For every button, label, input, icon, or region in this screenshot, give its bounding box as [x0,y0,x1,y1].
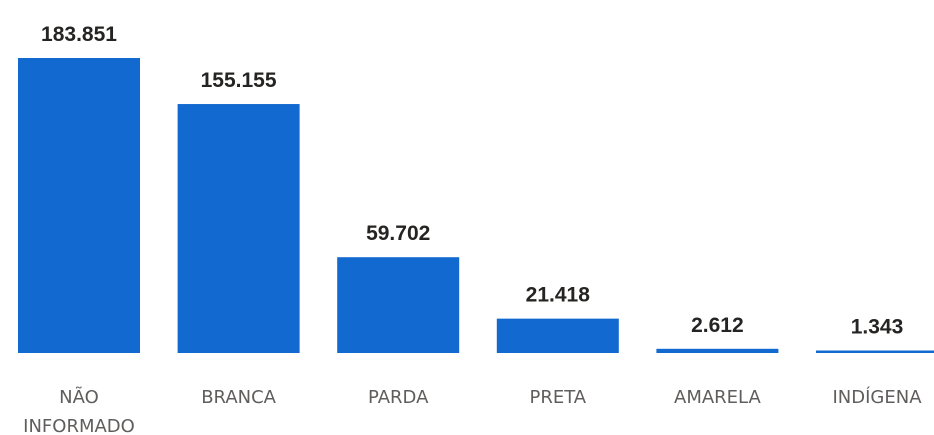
bar-preta[interactable] [497,319,619,353]
category-label-indigena: INDÍGENA [832,386,922,408]
bars-group [18,58,934,353]
bar-parda[interactable] [337,257,459,353]
category-label-nao-informado: NÃO INFORMADO [23,386,135,435]
category-label-line: INDÍGENA [832,386,922,408]
bar-indigena[interactable] [816,351,934,354]
bar-nao-informado[interactable] [18,58,140,353]
category-label-line: INFORMADO [23,416,135,435]
value-label-preta: 21.418 [526,284,591,307]
category-label-branca: BRANCA [201,387,276,408]
category-label-line: AMARELA [674,387,761,408]
category-labels-group: NÃO INFORMADO BRANCA PARDA PRETA AMARELA INDÍG… [23,386,922,435]
value-label-nao-informado: 183.851 [41,23,117,46]
category-label-line: NÃO [59,386,99,408]
value-label-amarela: 2.612 [691,314,744,337]
category-label-parda: PARDA [368,387,429,408]
category-label-line: BRANCA [201,387,276,408]
bar-branca[interactable] [178,104,300,353]
bar-amarela[interactable] [656,349,778,353]
value-label-indigena: 1.343 [851,316,904,339]
value-label-branca: 155.155 [201,69,277,92]
category-label-line: PARDA [368,387,429,408]
category-label-preta: PRETA [529,387,586,408]
value-label-parda: 59.702 [366,222,430,245]
category-label-amarela: AMARELA [674,387,761,408]
category-label-line: PRETA [529,387,586,408]
value-labels-group: 183.851 155.155 59.702 21.418 2.612 1.343 [41,23,903,339]
